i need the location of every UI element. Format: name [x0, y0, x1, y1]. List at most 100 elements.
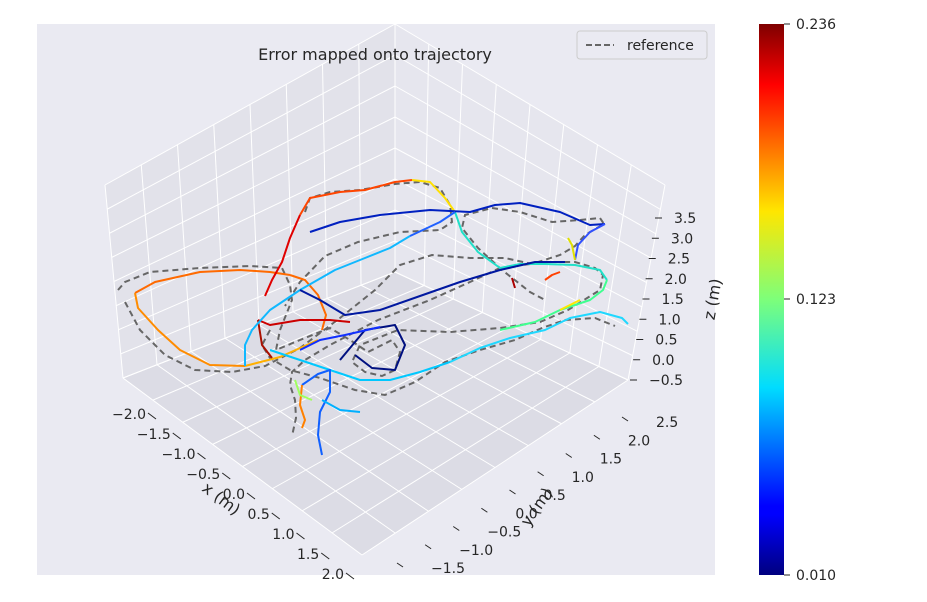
trajectory-segment [511, 277, 516, 289]
y-tick-mark [593, 434, 601, 440]
grid-line [331, 366, 600, 534]
grid-line [358, 44, 362, 286]
z-tick-label: 3.0 [671, 231, 693, 247]
z-tick-label: 0.5 [655, 333, 677, 349]
x-tick-mark [345, 572, 355, 580]
trajectory-segment [499, 279, 608, 331]
trajectory-segment [299, 179, 413, 216]
trajectory-segment [309, 202, 606, 233]
trajectory-segment [134, 292, 246, 367]
grid-line [394, 240, 633, 357]
grid-line [249, 104, 260, 326]
trajectory-segment [244, 339, 319, 367]
trajectory-segment [301, 369, 331, 456]
x-tick-mark [296, 532, 305, 540]
x-tick-label: 0.0 [223, 487, 245, 503]
trajectory-segment [567, 237, 576, 261]
x-tick-mark [246, 492, 256, 500]
grid-line [360, 284, 595, 403]
grid-line [598, 164, 632, 367]
grid-line [322, 64, 328, 299]
x-tick-label: 1.5 [297, 547, 319, 563]
trajectory-segment [134, 269, 291, 294]
y-tick-mark [424, 544, 432, 550]
legend-reference-label: reference [627, 38, 694, 54]
trajectory-segment [559, 299, 581, 311]
grid-line [285, 84, 294, 312]
y-tick-mark [537, 471, 544, 477]
estimated-trajectory [134, 179, 629, 456]
y-tick-mark [396, 562, 404, 568]
z-tick-label: 1.0 [658, 312, 680, 328]
trajectory-segment [269, 349, 451, 381]
trajectory-segment [454, 211, 608, 281]
grid-line [118, 209, 396, 331]
y-tick-label: 0.0 [515, 506, 537, 522]
z-tick-label: 2.5 [668, 252, 690, 268]
z-tick-label: 1.5 [662, 292, 684, 308]
trajectory-segment [449, 311, 629, 363]
trajectory-segment [411, 179, 456, 213]
z-tick-label: −0.5 [649, 373, 683, 389]
x-tick-mark [320, 552, 330, 560]
x-tick-label: 2.0 [322, 567, 344, 583]
z-tick-label: 3.5 [674, 211, 696, 227]
y-tick-label: −1.5 [431, 561, 465, 577]
y-tick-mark [481, 507, 488, 513]
colorbar-max-label: 0.236 [796, 17, 836, 33]
x-tick-label: −1.5 [137, 427, 171, 443]
x-tick-label: −1.0 [162, 447, 196, 463]
trajectory-segment [294, 379, 313, 401]
y-tick-label: 1.0 [572, 470, 594, 486]
axis-ticks: −2.0−1.5−1.0−0.50.00.51.01.52.0 −1.5−1.0−… [112, 211, 696, 583]
trajectory-segment [544, 271, 561, 281]
grid-line [326, 298, 562, 425]
trajectory-segment [264, 214, 301, 297]
trajectory-segment [299, 326, 381, 351]
y-tick-label: −1.0 [459, 543, 493, 559]
y-tick-label: 1.5 [600, 452, 622, 468]
trajectory-segment [257, 319, 273, 359]
trajectory-segment [574, 223, 606, 261]
y-tick-label: −0.5 [487, 525, 521, 541]
x-tick-label: −2.0 [112, 407, 146, 423]
x-tick-mark [221, 472, 231, 480]
y-tick-label: 2.5 [656, 415, 678, 431]
y-tick-label: 0.5 [544, 488, 566, 504]
grid-line [540, 124, 565, 340]
reference-path [260, 316, 616, 397]
grid-line [120, 240, 396, 355]
y-tick-mark [565, 453, 573, 458]
colorbar: 0.236 0.123 0.010 [759, 17, 836, 584]
y-tick-label: 2.0 [628, 433, 650, 449]
x-tick-label: 0.5 [247, 507, 269, 523]
grid-line [292, 311, 529, 447]
reference-path [124, 206, 606, 374]
reference-path [117, 261, 605, 437]
y-tick-mark [509, 489, 516, 495]
grid-line [361, 379, 629, 556]
trajectory-segment [257, 319, 351, 326]
trajectory-segment [299, 261, 565, 316]
grid-line [511, 104, 531, 327]
colorbar-mid-label: 0.123 [796, 292, 836, 308]
z-tick-label: 2.0 [665, 272, 687, 288]
grid-line [301, 352, 571, 512]
trajectory-segment [321, 399, 361, 413]
chart-title: Error mapped onto trajectory [258, 45, 492, 64]
x-tick-mark [147, 412, 157, 420]
y-tick-mark [621, 416, 629, 422]
x-tick-mark [197, 452, 206, 460]
grid-lines [104, 23, 666, 556]
x-tick-mark [271, 512, 281, 520]
grid-line [272, 339, 541, 490]
colorbar-min-label: 0.010 [796, 568, 836, 584]
trajectory-segment [409, 211, 456, 237]
x-tick-label: 1.0 [272, 527, 294, 543]
x-tick-label: −0.5 [186, 467, 220, 483]
z-tick-label: 0.0 [652, 353, 674, 369]
back-left-pane [105, 24, 395, 378]
grid-line [242, 325, 512, 467]
grid-line [116, 178, 396, 307]
